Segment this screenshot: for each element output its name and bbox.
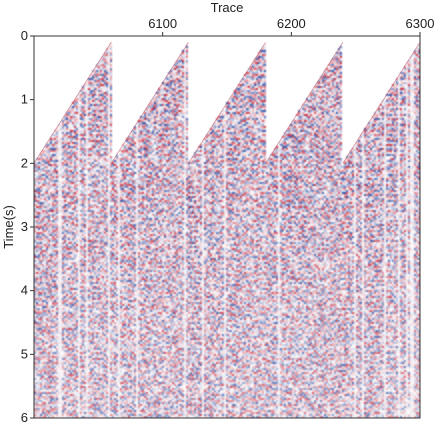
plot-frame (33, 35, 421, 419)
shot-gather-first-break (342, 42, 420, 164)
shot-gather-first-break (34, 42, 112, 164)
shot-gather-first-break (188, 42, 266, 164)
seismic-amplitude-image (34, 36, 420, 418)
x-tick-label: 6200 (277, 16, 306, 31)
y-tick-label: 4 (21, 283, 28, 298)
x-axis-ticks: 6100 6200 6300 (148, 16, 434, 36)
plot-area (34, 36, 420, 418)
x-tick-label: 6300 (406, 16, 435, 31)
y-axis-title: Time(s) (1, 205, 16, 249)
y-tick-label: 2 (21, 155, 28, 170)
x-axis-title: Trace (211, 0, 244, 15)
shot-gather-first-break (265, 42, 344, 164)
shot-gather-first-break (110, 42, 189, 164)
x-tick-label: 6100 (148, 16, 177, 31)
y-tick-label: 5 (21, 346, 28, 361)
y-tick-label: 1 (21, 92, 28, 107)
y-axis-ticks: 0 1 2 3 4 5 6 (21, 28, 34, 425)
y-tick-label: 6 (21, 410, 28, 425)
y-tick-label: 0 (21, 28, 28, 43)
y-tick-label: 3 (21, 219, 28, 234)
